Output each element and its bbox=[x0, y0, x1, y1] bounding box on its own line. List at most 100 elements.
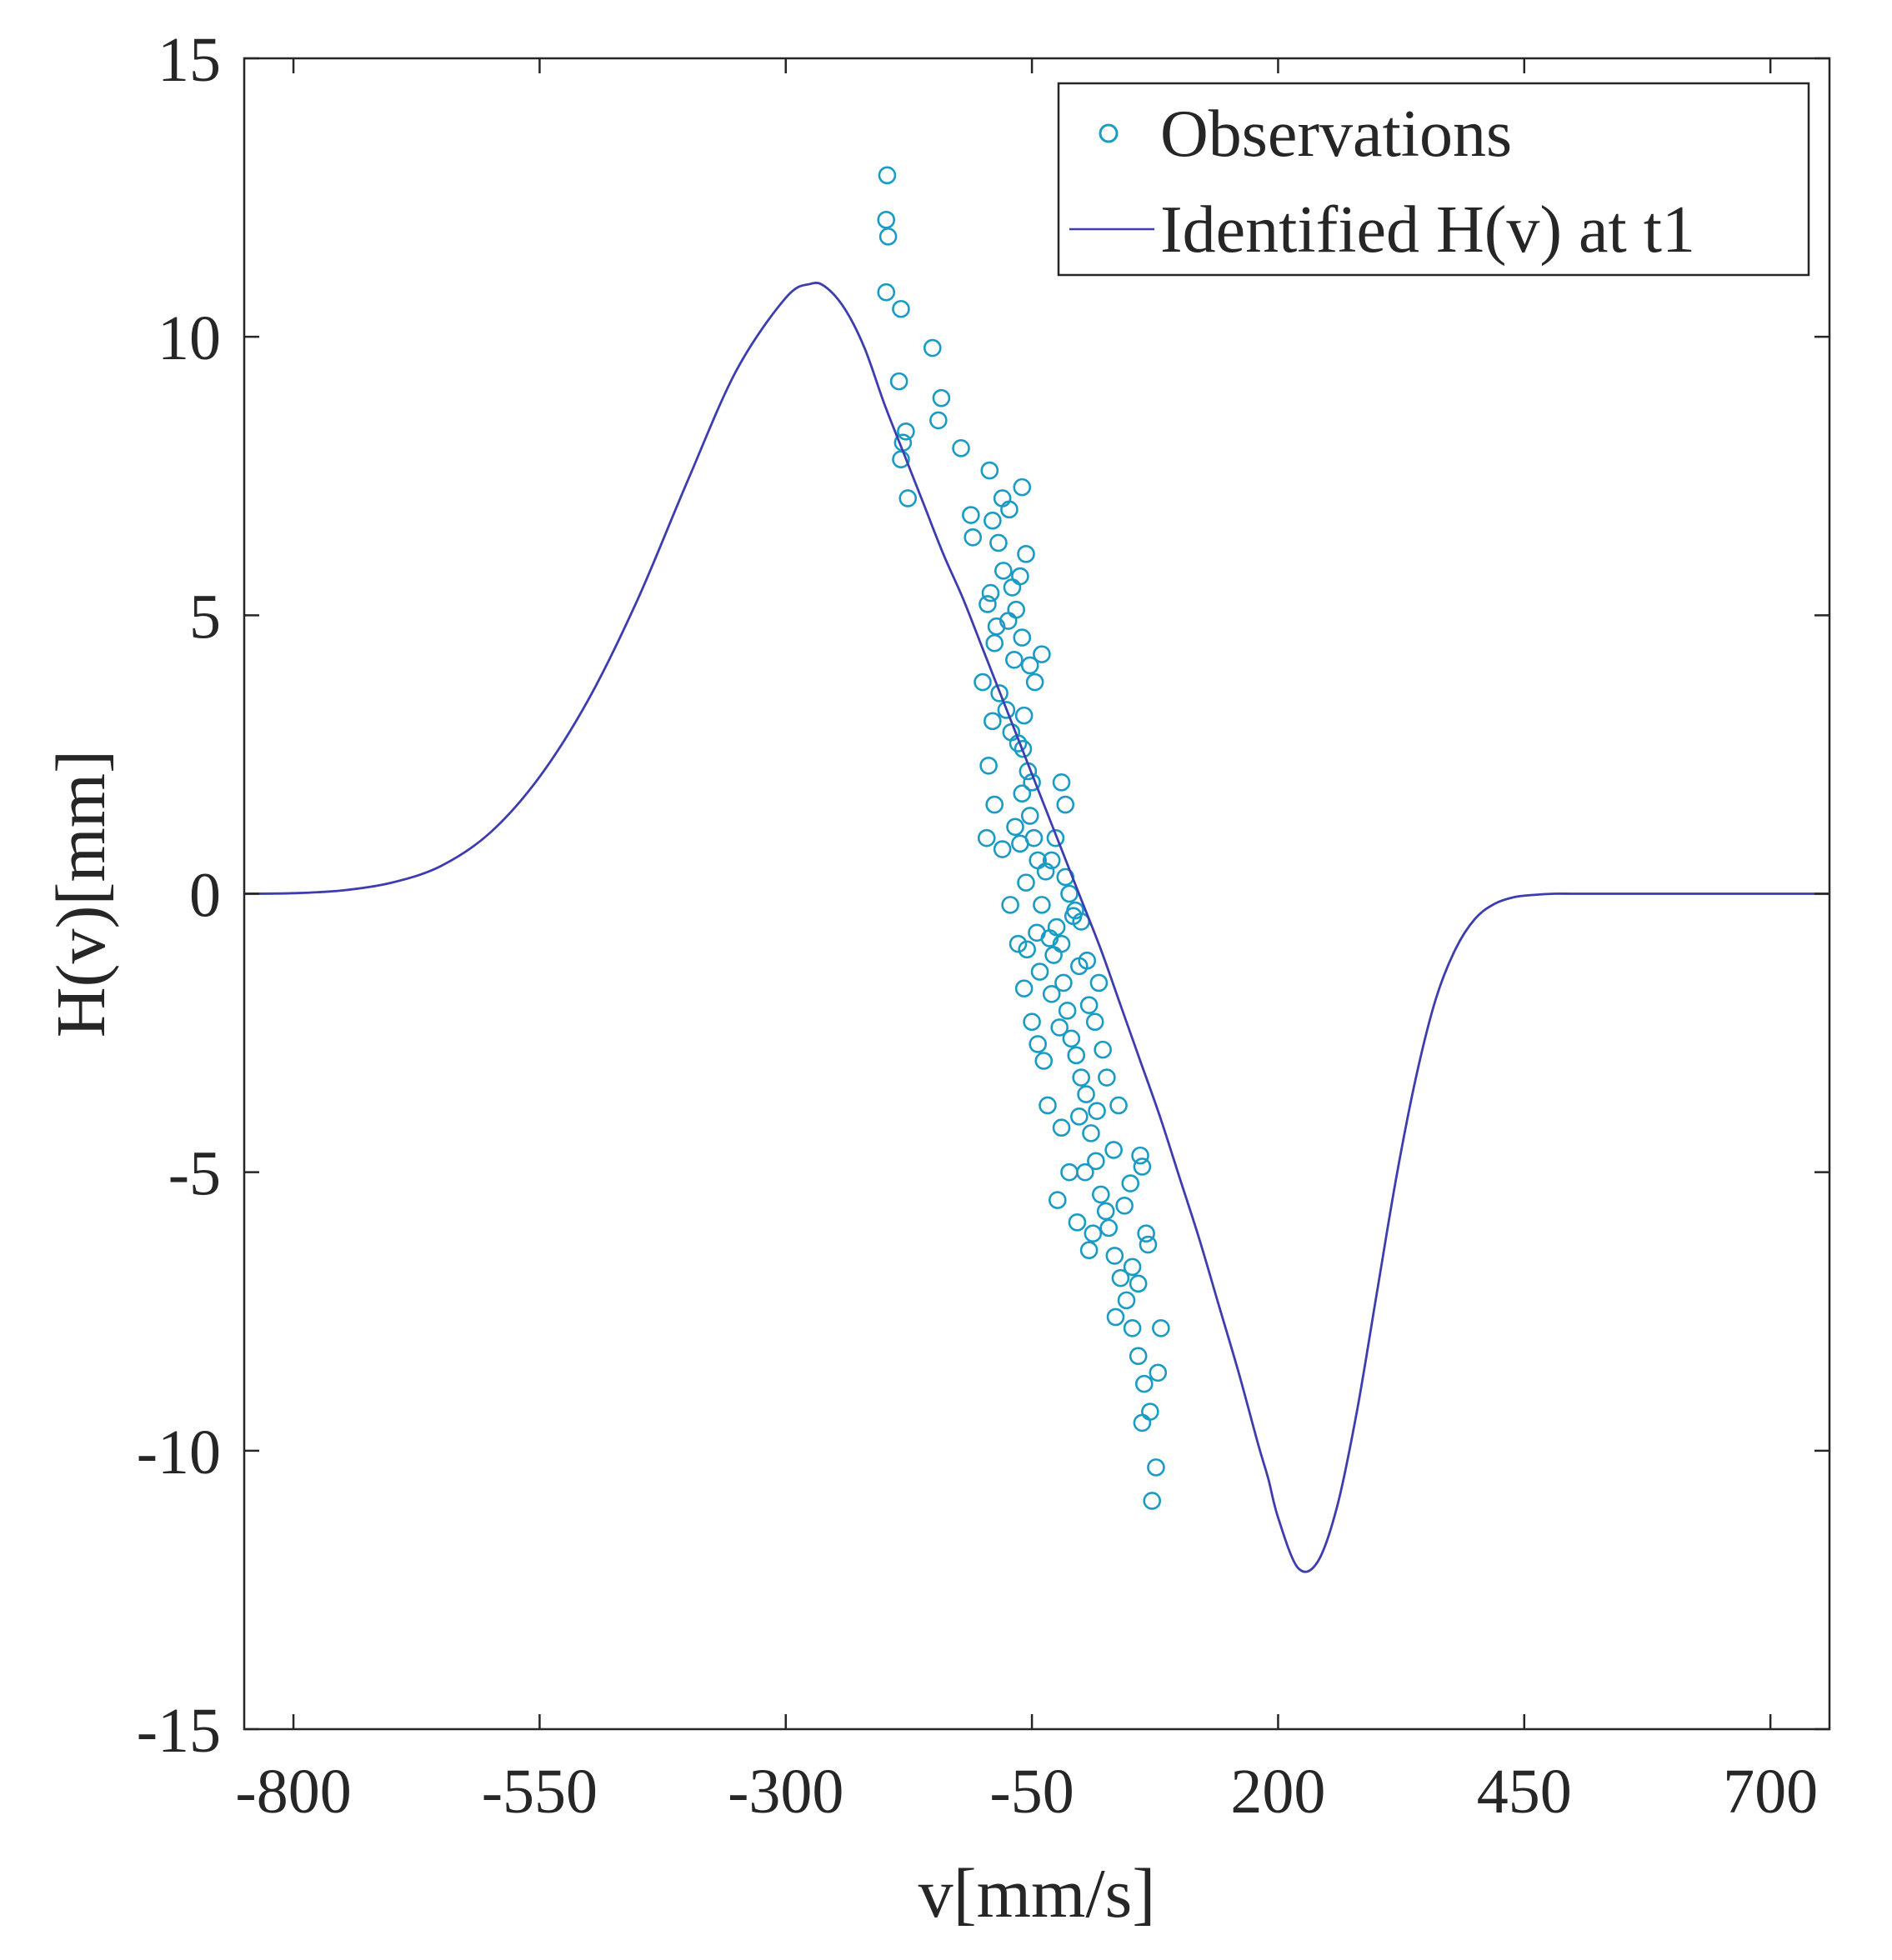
y-tick-label: -10 bbox=[137, 1418, 221, 1488]
observation-point bbox=[984, 511, 1002, 530]
legend-observations-label: Observations bbox=[1160, 98, 1512, 171]
observation-point bbox=[1123, 1319, 1142, 1338]
observation-point bbox=[1072, 1068, 1090, 1087]
x-axis-label: v[mm/s] bbox=[918, 1855, 1156, 1932]
observation-point bbox=[1040, 929, 1059, 948]
observation-point bbox=[1105, 1247, 1124, 1265]
axis-ticks bbox=[244, 57, 1829, 1731]
observation-point bbox=[1014, 706, 1034, 725]
observation-point bbox=[1034, 1052, 1054, 1070]
observation-point bbox=[1052, 934, 1071, 953]
y-tick-label: 0 bbox=[189, 861, 221, 931]
observation-point bbox=[1129, 1347, 1148, 1366]
observation-point bbox=[1013, 478, 1032, 497]
observation-point bbox=[1018, 940, 1036, 959]
observation-point bbox=[1033, 896, 1051, 914]
legend-identified-label: Identified H(v) at t1 bbox=[1160, 193, 1695, 267]
observation-point bbox=[1084, 1224, 1103, 1242]
observation-point bbox=[1133, 1158, 1152, 1176]
observation-point bbox=[1025, 672, 1044, 692]
observation-point bbox=[1033, 645, 1051, 663]
observation-point bbox=[898, 489, 918, 508]
observation-point bbox=[1109, 1096, 1128, 1115]
observation-point bbox=[1052, 1118, 1071, 1137]
observation-point bbox=[1131, 1146, 1149, 1165]
observation-point bbox=[1079, 1241, 1099, 1260]
observation-point bbox=[1020, 807, 1039, 825]
identified-curve-line bbox=[243, 282, 1829, 1573]
observation-point bbox=[1067, 1046, 1086, 1065]
observation-point bbox=[1046, 828, 1065, 848]
observation-point bbox=[1123, 1258, 1142, 1277]
observation-point bbox=[1147, 1458, 1165, 1477]
observation-point bbox=[1056, 795, 1075, 814]
observation-point bbox=[1115, 1196, 1134, 1215]
identified-curve-series bbox=[243, 282, 1829, 1573]
observation-point bbox=[1104, 1141, 1123, 1159]
observation-point bbox=[1111, 1268, 1130, 1288]
legend-observations-marker bbox=[1099, 123, 1119, 143]
observation-point bbox=[1000, 500, 1019, 519]
observation-point bbox=[1064, 907, 1083, 926]
observation-point bbox=[985, 795, 1004, 814]
observation-point bbox=[1009, 734, 1028, 752]
observation-point bbox=[993, 840, 1012, 858]
observation-point bbox=[1087, 1152, 1105, 1171]
observation-point bbox=[1014, 979, 1034, 998]
observation-point bbox=[1060, 1162, 1079, 1182]
observation-point bbox=[877, 282, 896, 302]
observation-point bbox=[1117, 1291, 1136, 1310]
observation-point bbox=[1036, 862, 1055, 881]
observation-point bbox=[1030, 962, 1049, 981]
observation-point bbox=[878, 166, 897, 185]
observation-point bbox=[929, 411, 948, 430]
legend: Observations Identified H(v) at t1 bbox=[1057, 82, 1810, 277]
observation-point bbox=[1017, 545, 1035, 563]
observation-point bbox=[987, 617, 1006, 636]
observation-point bbox=[1011, 834, 1029, 853]
observation-point bbox=[994, 562, 1013, 580]
observation-point bbox=[989, 533, 1008, 552]
x-tick-label: 450 bbox=[1477, 1757, 1572, 1827]
observation-point bbox=[962, 506, 980, 524]
observation-point bbox=[1052, 773, 1071, 792]
observation-point bbox=[1001, 896, 1019, 914]
observation-point bbox=[1003, 578, 1022, 597]
observation-point bbox=[964, 528, 983, 547]
observation-point bbox=[1060, 884, 1079, 903]
observation-point bbox=[1017, 873, 1035, 892]
x-tick-label: 700 bbox=[1723, 1757, 1818, 1827]
observation-point bbox=[974, 672, 992, 692]
observation-point bbox=[980, 461, 999, 480]
observation-point bbox=[997, 701, 1016, 719]
x-tick-label: 200 bbox=[1230, 1757, 1325, 1827]
observation-point bbox=[1085, 1012, 1104, 1032]
x-tick-label: -550 bbox=[482, 1757, 598, 1827]
observation-point bbox=[889, 372, 908, 391]
legend-box bbox=[1057, 82, 1810, 277]
observation-point bbox=[977, 828, 996, 848]
observation-point bbox=[1129, 1274, 1148, 1293]
observation-point bbox=[1049, 1191, 1067, 1209]
observation-point bbox=[1054, 973, 1073, 992]
observation-point bbox=[1134, 1374, 1154, 1393]
observation-point bbox=[1009, 934, 1028, 953]
observation-point bbox=[1139, 1235, 1158, 1254]
observation-point bbox=[1152, 1319, 1170, 1338]
x-tick-label: -800 bbox=[235, 1757, 351, 1827]
x-tick-label: -300 bbox=[728, 1757, 843, 1827]
observation-point bbox=[897, 422, 915, 441]
observation-point bbox=[1069, 1108, 1089, 1126]
observation-point bbox=[952, 439, 970, 458]
observation-point bbox=[1079, 996, 1099, 1014]
observation-point bbox=[985, 633, 1004, 652]
y-tick-label: 15 bbox=[158, 25, 221, 95]
observation-point bbox=[1062, 1029, 1081, 1048]
x-tick-label: -50 bbox=[989, 1757, 1074, 1827]
observation-point bbox=[1099, 1218, 1119, 1238]
observation-point bbox=[1089, 973, 1109, 992]
observation-point bbox=[1029, 1035, 1047, 1053]
y-axis-label: H(v)[mm] bbox=[43, 750, 120, 1038]
observation-point bbox=[932, 388, 951, 408]
